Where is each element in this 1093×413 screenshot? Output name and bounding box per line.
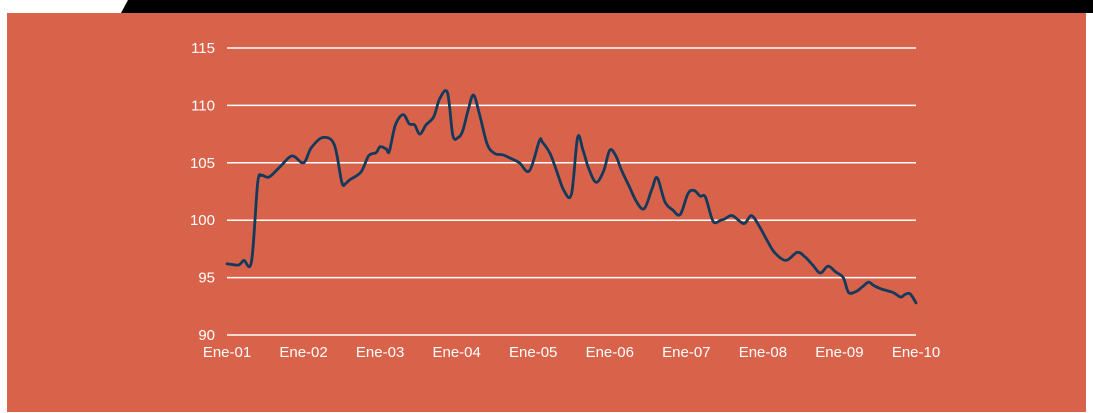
y-tick-label: 90 <box>198 327 215 344</box>
x-tick-label: Ene-03 <box>356 344 404 361</box>
series-line-0 <box>225 89 918 305</box>
y-tick-label: 105 <box>190 155 215 172</box>
y-tick-label: 115 <box>191 40 215 57</box>
x-tick-label: Ene-07 <box>662 344 710 361</box>
y-tick-label: 95 <box>198 270 215 287</box>
y-tick-label: 110 <box>191 97 215 114</box>
line-chart: 90 95 100 105 110 115 Ene-01 Ene-02 Ene-03 Ene-04… <box>190 40 940 361</box>
chart-panel: 90 95 100 105 110 115 Ene-01 Ene-02 Ene-03 Ene-04… <box>7 13 1086 412</box>
x-tick-label: Ene-10 <box>892 344 940 361</box>
y-tick-label: 100 <box>190 212 215 229</box>
header-bar <box>0 0 1093 13</box>
x-tick-label: Ene-06 <box>586 344 634 361</box>
x-tick-label: Ene-09 <box>815 344 863 361</box>
x-tick-label: Ene-02 <box>279 344 327 361</box>
x-tick-label: Ene-05 <box>509 344 557 361</box>
x-tick-label: Ene-04 <box>432 344 480 361</box>
header-notch <box>0 0 128 13</box>
x-tick-label: Ene-08 <box>739 344 787 361</box>
x-tick-label: Ene-01 <box>203 344 251 361</box>
